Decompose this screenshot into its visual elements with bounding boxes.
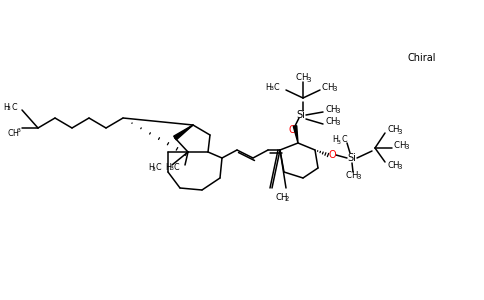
Text: C: C xyxy=(296,74,302,82)
Text: H: H xyxy=(3,103,9,112)
Text: 3: 3 xyxy=(332,86,336,92)
Text: 3: 3 xyxy=(17,128,21,134)
Text: H: H xyxy=(327,82,333,91)
Text: 3: 3 xyxy=(335,108,339,114)
Text: 3: 3 xyxy=(397,164,402,170)
Text: C: C xyxy=(325,116,331,125)
Polygon shape xyxy=(174,125,193,140)
Text: C: C xyxy=(387,125,393,134)
Text: H: H xyxy=(148,164,154,172)
Text: O: O xyxy=(328,150,336,160)
Text: C: C xyxy=(341,136,347,145)
Text: C: C xyxy=(387,160,393,169)
Text: C: C xyxy=(322,82,328,91)
Text: Chiral: Chiral xyxy=(408,53,437,63)
Text: H: H xyxy=(12,128,18,137)
Text: C: C xyxy=(274,82,280,91)
Text: H: H xyxy=(330,116,336,125)
Text: H: H xyxy=(301,74,307,82)
Text: C: C xyxy=(156,164,162,172)
Text: H: H xyxy=(399,140,406,149)
Text: 3: 3 xyxy=(356,174,361,180)
Text: C: C xyxy=(275,193,281,202)
Text: H: H xyxy=(392,125,398,134)
Text: 2: 2 xyxy=(285,196,289,202)
Text: 3: 3 xyxy=(306,77,311,83)
Text: 3: 3 xyxy=(7,106,11,111)
Text: 3: 3 xyxy=(170,166,174,170)
Text: C: C xyxy=(394,140,400,149)
Text: H: H xyxy=(351,170,358,179)
Text: 3: 3 xyxy=(152,167,156,172)
Text: O: O xyxy=(288,125,296,135)
Text: H: H xyxy=(280,193,287,202)
Text: H: H xyxy=(165,164,171,172)
Text: C: C xyxy=(174,164,180,172)
Text: H: H xyxy=(265,82,271,91)
Text: 3: 3 xyxy=(337,140,341,145)
Text: C: C xyxy=(11,103,16,112)
Text: C: C xyxy=(325,104,331,113)
Text: C: C xyxy=(7,128,13,137)
Polygon shape xyxy=(293,126,298,143)
Text: H: H xyxy=(392,160,398,169)
Text: H: H xyxy=(332,136,338,145)
Text: Si: Si xyxy=(348,153,356,163)
Text: 3: 3 xyxy=(397,129,402,135)
Text: H: H xyxy=(330,104,336,113)
Text: 3: 3 xyxy=(270,86,274,92)
Text: Si: Si xyxy=(297,110,305,120)
Text: C: C xyxy=(346,170,352,179)
Text: 3: 3 xyxy=(335,120,339,126)
Text: 3: 3 xyxy=(404,144,408,150)
